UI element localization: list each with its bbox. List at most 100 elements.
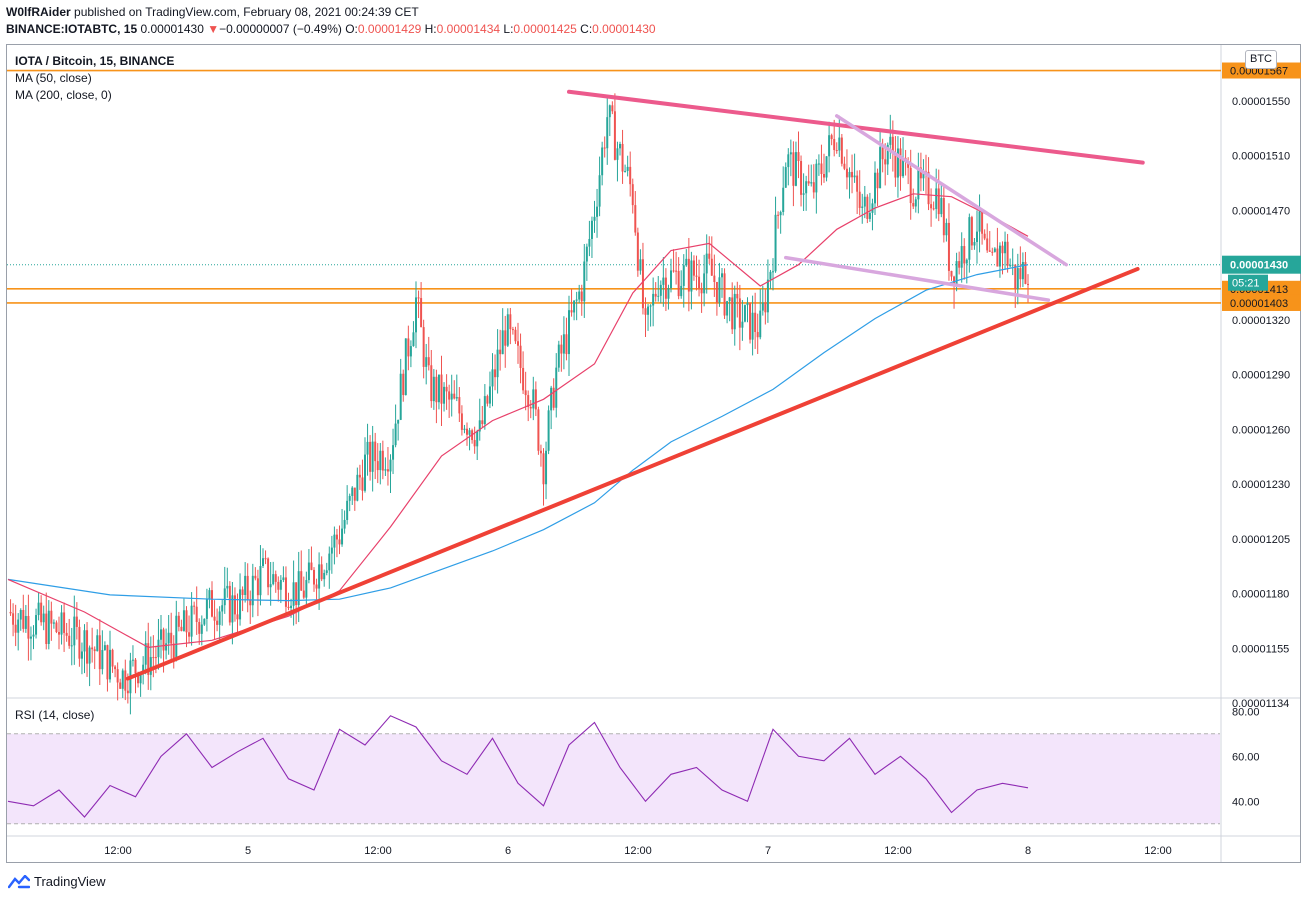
rsi-legend[interactable]: RSI (14, close) — [15, 708, 95, 722]
candle-body — [264, 558, 267, 560]
candle-body — [621, 143, 624, 172]
candle-body — [93, 649, 96, 652]
candle-body — [955, 261, 958, 287]
candle-body — [40, 602, 43, 623]
candle-body — [672, 270, 675, 272]
candle-body — [807, 181, 810, 184]
candle-body — [524, 390, 527, 396]
countdown-tag — [1228, 274, 1268, 291]
candle-body — [384, 469, 387, 471]
candle-body — [371, 441, 374, 472]
candle-body — [529, 407, 532, 409]
candle-body — [318, 564, 321, 589]
candle-body — [236, 614, 239, 620]
candle-body — [703, 273, 706, 294]
candle-body — [731, 297, 734, 330]
candle-body — [142, 664, 145, 673]
candle-body — [144, 643, 147, 665]
candle-body — [863, 196, 866, 207]
candle-body — [532, 389, 535, 409]
candle-body — [649, 305, 652, 307]
time-tick-label: 8 — [1025, 845, 1031, 857]
candle-body — [810, 182, 813, 184]
candle-body — [754, 312, 757, 333]
candle-body — [152, 657, 155, 659]
candle-body — [325, 570, 328, 573]
candle-body — [986, 238, 989, 251]
candle-body — [244, 575, 247, 596]
currency-badge[interactable]: BTC — [1245, 50, 1277, 69]
candle-body — [351, 487, 354, 496]
current-price-label: 0.00001430 — [1230, 260, 1288, 272]
candle-body — [435, 376, 438, 403]
candle-body — [800, 161, 803, 195]
candle-body — [430, 365, 433, 402]
candle-body — [723, 273, 726, 316]
candle-body — [315, 584, 318, 589]
candle-body — [654, 293, 657, 297]
symbol-label: BINANCE:IOTABTC, 15 — [6, 22, 138, 36]
candle-body — [137, 673, 140, 684]
candle-body — [246, 575, 249, 600]
candle-body — [527, 395, 530, 408]
candle-body — [766, 279, 769, 313]
candle-body — [460, 413, 463, 430]
candle-body — [17, 619, 20, 633]
rsi-tick-label: 80.00 — [1232, 706, 1260, 718]
candle-body — [907, 161, 910, 168]
candle-body — [172, 643, 175, 658]
candle-body — [333, 534, 336, 548]
candle-body — [402, 373, 405, 396]
candle-body — [98, 635, 101, 670]
candle-body — [996, 248, 999, 267]
candle-body — [381, 450, 384, 471]
candle-body — [585, 246, 588, 262]
candle-body — [922, 171, 925, 179]
time-tick-label: 5 — [245, 845, 251, 857]
candle-body — [876, 172, 879, 189]
candle-body — [787, 154, 790, 168]
ma200-legend[interactable]: MA (200, close, 0) — [15, 88, 112, 102]
candle-body — [12, 613, 15, 625]
candle-body — [794, 152, 797, 186]
publisher-name[interactable]: W0lfRAider — [6, 5, 71, 19]
lavender-lower-trendline — [784, 255, 1051, 302]
ma50-legend[interactable]: MA (50, close) — [15, 71, 92, 85]
candle-body — [578, 291, 581, 300]
candle-body — [759, 310, 762, 338]
candle-body — [634, 205, 637, 233]
candle-body — [825, 156, 828, 178]
candle-body — [63, 612, 66, 633]
candle-body — [608, 105, 611, 118]
published-text: published on TradingView.com, February 0… — [74, 5, 419, 19]
down-arrow-icon: ▼ — [207, 22, 220, 36]
candle-body — [675, 270, 678, 272]
candle-body — [272, 574, 275, 585]
candle-body — [588, 238, 591, 247]
candle-body — [323, 572, 326, 580]
candle-body — [537, 409, 540, 451]
candle-body — [369, 441, 372, 472]
candle-body — [935, 188, 938, 209]
candle-body — [443, 386, 446, 404]
candle-body — [568, 310, 570, 355]
tradingview-branding[interactable]: TradingView — [8, 874, 106, 889]
candle-body — [302, 590, 305, 598]
candle-body — [550, 387, 553, 411]
candle-body — [838, 137, 841, 151]
candle-body — [126, 690, 129, 694]
candle-body — [262, 558, 264, 567]
candle-body — [269, 584, 272, 588]
tradingview-logo-icon — [8, 874, 30, 888]
candle-body — [124, 670, 127, 691]
candle-body — [978, 211, 981, 232]
candle-body — [205, 599, 208, 619]
candle-body — [346, 500, 349, 520]
candle-body — [945, 222, 948, 236]
candle-body — [896, 148, 899, 178]
level-price-tag — [1222, 62, 1301, 79]
candle-body — [797, 152, 800, 162]
candle-body — [241, 589, 244, 596]
ma50-line — [7, 193, 1029, 649]
